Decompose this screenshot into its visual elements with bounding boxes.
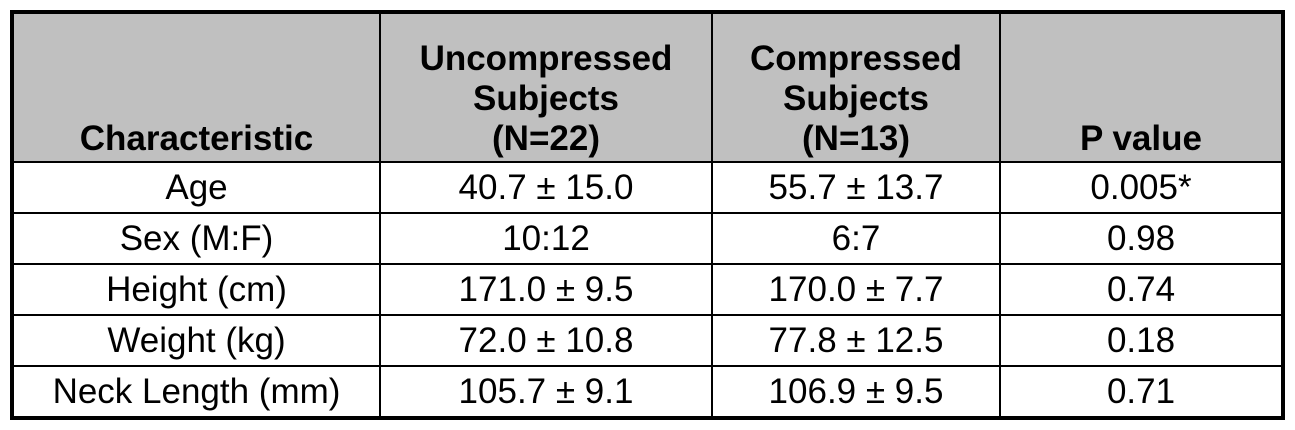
cell: 0.005* [999, 161, 1281, 214]
row-label: Age [14, 161, 381, 214]
cell: 55.7 ± 13.7 [711, 161, 1001, 214]
header-text: Uncompressed [419, 39, 673, 78]
cell: 170.0 ± 7.7 [711, 263, 1001, 316]
row-label: Height (cm) [14, 263, 381, 316]
header-cell: Uncompressed Subjects (N=22) [379, 14, 713, 163]
row-label: Weight (kg) [14, 314, 381, 367]
cell: 72.0 ± 10.8 [379, 314, 713, 367]
header-text: Subjects [473, 79, 619, 118]
cell: 77.8 ± 12.5 [711, 314, 1001, 367]
table-frame: Characteristic Uncompressed Subjects (N=22)… [10, 10, 1285, 420]
data-row: Weight (kg) 72.0 ± 10.8 77.8 ± 12.5 0.18 [14, 314, 1281, 367]
data-row: Neck Length (mm) 105.7 ± 9.1 106.9 ± 9.5 0.… [14, 365, 1281, 416]
cell: 40.7 ± 15.0 [379, 161, 713, 214]
cell: 106.9 ± 9.5 [711, 365, 1001, 416]
row-label: Neck Length (mm) [14, 365, 381, 416]
header-row: Characteristic Uncompressed Subjects (N=22)… [14, 14, 1281, 163]
cell: 0.98 [999, 212, 1281, 265]
header-text: P value [1080, 119, 1202, 158]
data-row: Sex (M:F) 10:12 6:7 0.98 [14, 212, 1281, 265]
data-row: Age 40.7 ± 15.0 55.7 ± 13.7 0.005* [14, 161, 1281, 214]
header-text: Compressed [749, 39, 963, 78]
header-cell: P value [999, 14, 1281, 163]
data-row: Height (cm) 171.0 ± 9.5 170.0 ± 7.7 0.74 [14, 263, 1281, 316]
header-text: (N=22) [492, 119, 600, 158]
table: Characteristic Uncompressed Subjects (N=22)… [14, 14, 1281, 416]
row-label: Sex (M:F) [14, 212, 381, 265]
header-text: Characteristic [79, 119, 314, 158]
header-cell: Characteristic [14, 14, 381, 163]
header-text: Subjects [783, 79, 929, 118]
cell: 10:12 [379, 212, 713, 265]
cell: 105.7 ± 9.1 [379, 365, 713, 416]
cell: 0.71 [999, 365, 1281, 416]
cell: 0.18 [999, 314, 1281, 367]
header-text: (N=13) [802, 119, 910, 158]
header-cell: Compressed Subjects (N=13) [711, 14, 1001, 163]
cell: 171.0 ± 9.5 [379, 263, 713, 316]
cell: 0.74 [999, 263, 1281, 316]
cell: 6:7 [711, 212, 1001, 265]
